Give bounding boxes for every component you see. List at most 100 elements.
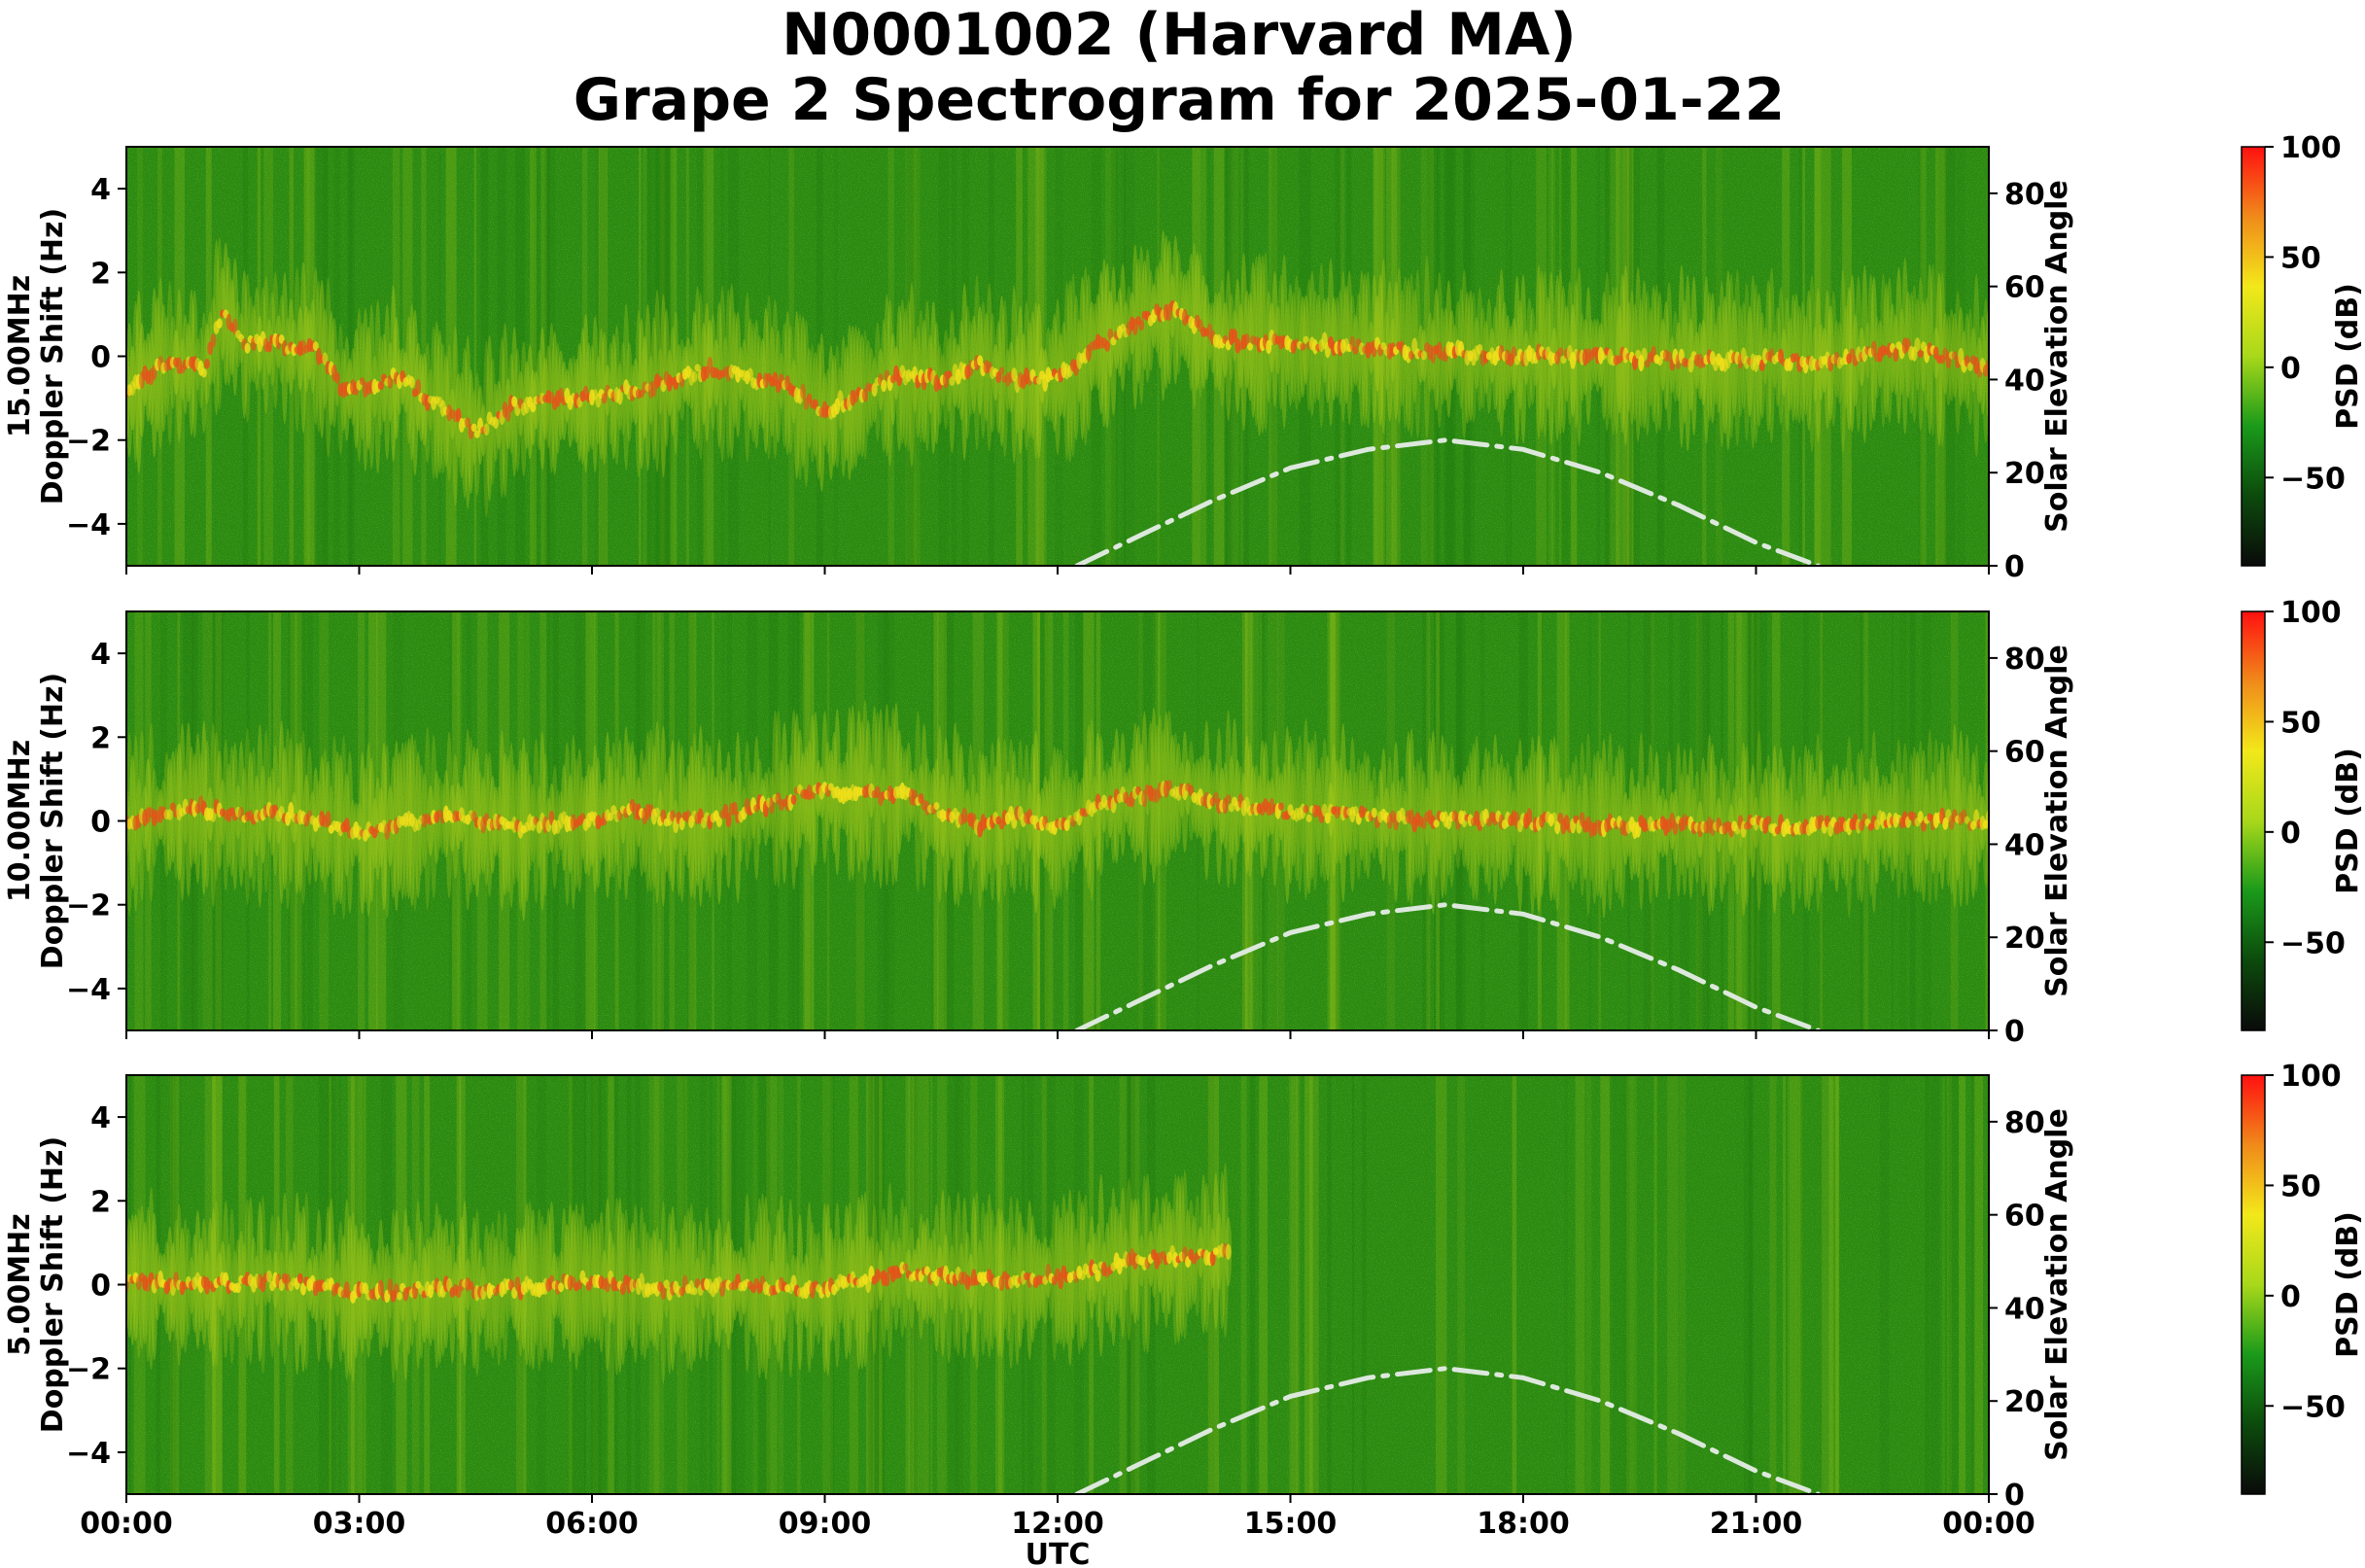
colorbar-tick-label: 100 xyxy=(2280,596,2342,630)
heatmap-column xyxy=(358,611,365,1030)
carrier-trace-mark xyxy=(691,370,698,383)
carrier-trace-mark xyxy=(1641,347,1648,362)
colorbar: −50 0 50 100 PSD (dB) xyxy=(2241,596,2365,1031)
heatmap-column xyxy=(1138,611,1144,1030)
y-tick-label: −4 xyxy=(66,508,111,542)
heatmap-column xyxy=(1564,1075,1568,1494)
y-axis-label: Doppler Shift (Hz) xyxy=(36,208,70,505)
carrier-trace-mark xyxy=(517,820,524,839)
heatmap-column xyxy=(635,611,641,1030)
heatmap-column xyxy=(1973,1075,1984,1494)
carrier-trace-mark xyxy=(1165,780,1172,791)
carrier-trace-mark xyxy=(558,1282,565,1293)
heatmap-column xyxy=(1046,1075,1056,1494)
carrier-trace-mark xyxy=(608,812,614,821)
heatmap-column xyxy=(368,611,378,1030)
heatmap-column xyxy=(1828,1075,1840,1494)
spectrogram-heatmap xyxy=(126,147,1989,566)
heatmap-column xyxy=(797,611,800,1030)
heatmap-column xyxy=(1435,1075,1447,1494)
heatmap-column xyxy=(1919,147,1927,566)
y-tick-label: 2 xyxy=(90,1185,111,1219)
heatmap-column xyxy=(268,611,271,1030)
heatmap-column xyxy=(1157,147,1160,566)
heatmap-column xyxy=(1948,1075,1959,1494)
heatmap-column xyxy=(533,147,540,566)
y2-tick-label: 40 xyxy=(2004,1292,2045,1326)
heatmap-column xyxy=(1695,611,1703,1030)
heatmap-column xyxy=(376,611,387,1030)
heatmap-column xyxy=(473,147,477,566)
heatmap-column xyxy=(1622,1075,1630,1494)
heatmap-column xyxy=(1192,147,1201,566)
heatmap-column xyxy=(908,1075,915,1494)
heatmap-column xyxy=(1262,611,1265,1030)
heatmap-column xyxy=(1626,611,1631,1030)
carrier-trace-mark xyxy=(1303,335,1309,344)
carrier-trace-mark xyxy=(1656,356,1663,366)
heatmap-column xyxy=(883,611,895,1030)
heatmap-column xyxy=(1124,147,1135,566)
colorbar-tick-label: 100 xyxy=(2280,1060,2342,1094)
carrier-trace-mark xyxy=(200,367,207,378)
colorbar-gradient xyxy=(2241,1074,2266,1495)
chart-title-line2: Grape 2 Spectrogram for 2025-01-22 xyxy=(574,66,1785,134)
heatmap-column xyxy=(1037,147,1044,566)
y-tick-label: −4 xyxy=(66,973,111,1007)
heatmap-column xyxy=(1814,147,1822,566)
heatmap-column xyxy=(1346,147,1352,566)
heatmap-column xyxy=(1196,611,1200,1030)
heatmap-column xyxy=(1362,1075,1367,1494)
heatmap-column xyxy=(1391,147,1398,566)
carrier-trace-mark xyxy=(334,372,341,384)
colorbar-gradient xyxy=(2241,146,2266,567)
heatmap-column xyxy=(257,147,261,566)
y-tick-label: −4 xyxy=(66,1437,111,1471)
carrier-trace-mark xyxy=(1893,347,1899,363)
heatmap-column xyxy=(788,147,794,566)
heatmap-column xyxy=(1213,147,1225,566)
heatmap-column xyxy=(183,611,194,1030)
carrier-trace-mark xyxy=(365,820,372,838)
x-tick-label: 18:00 xyxy=(1477,1507,1570,1541)
heatmap-column xyxy=(289,147,294,566)
carrier-trace-mark xyxy=(874,1268,881,1283)
carrier-trace-mark xyxy=(1225,793,1232,805)
colorbar-tick-label: −50 xyxy=(2280,462,2346,496)
heatmap-column xyxy=(457,611,463,1030)
heatmap-column xyxy=(646,147,652,566)
carrier-trace-mark xyxy=(1305,814,1312,822)
heatmap-column xyxy=(1748,1075,1753,1494)
carrier-trace-mark xyxy=(1138,319,1145,331)
heatmap-column xyxy=(912,1075,923,1494)
carrier-trace-mark xyxy=(455,407,462,423)
heatmap-column xyxy=(1352,1075,1355,1494)
heatmap-column xyxy=(1142,611,1153,1030)
colorbar-label: PSD (dB) xyxy=(2331,1211,2365,1358)
heatmap-column xyxy=(1226,147,1235,566)
x-tick-label: 00:00 xyxy=(1942,1507,2035,1541)
y2-tick-label: 80 xyxy=(2004,178,2045,212)
heatmap-column xyxy=(1626,1075,1637,1494)
carrier-trace-mark xyxy=(871,383,878,398)
heatmap-column xyxy=(1698,611,1709,1030)
colorbar-tick-label: −50 xyxy=(2280,926,2346,960)
y-tick-label: −2 xyxy=(66,889,111,923)
colorbar: −50 0 50 100 PSD (dB) xyxy=(2241,1060,2365,1495)
heatmap-column xyxy=(1127,1075,1135,1494)
x-tick-label: 12:00 xyxy=(1011,1507,1104,1541)
carrier-trace-mark xyxy=(377,1279,384,1297)
carrier-trace-mark xyxy=(862,388,869,402)
heatmap-column xyxy=(1327,1075,1332,1494)
heatmap-column xyxy=(347,1075,359,1494)
carrier-trace-mark xyxy=(1104,339,1111,352)
heatmap-column xyxy=(350,1075,355,1494)
y-tick-label: 2 xyxy=(90,721,111,755)
heatmap-column xyxy=(661,147,669,566)
heatmap-column xyxy=(202,611,213,1030)
heatmap-column xyxy=(887,147,894,566)
heatmap-column xyxy=(1970,1075,1975,1494)
heatmap-column xyxy=(804,611,811,1030)
colorbar-label: PSD (dB) xyxy=(2331,283,2365,430)
